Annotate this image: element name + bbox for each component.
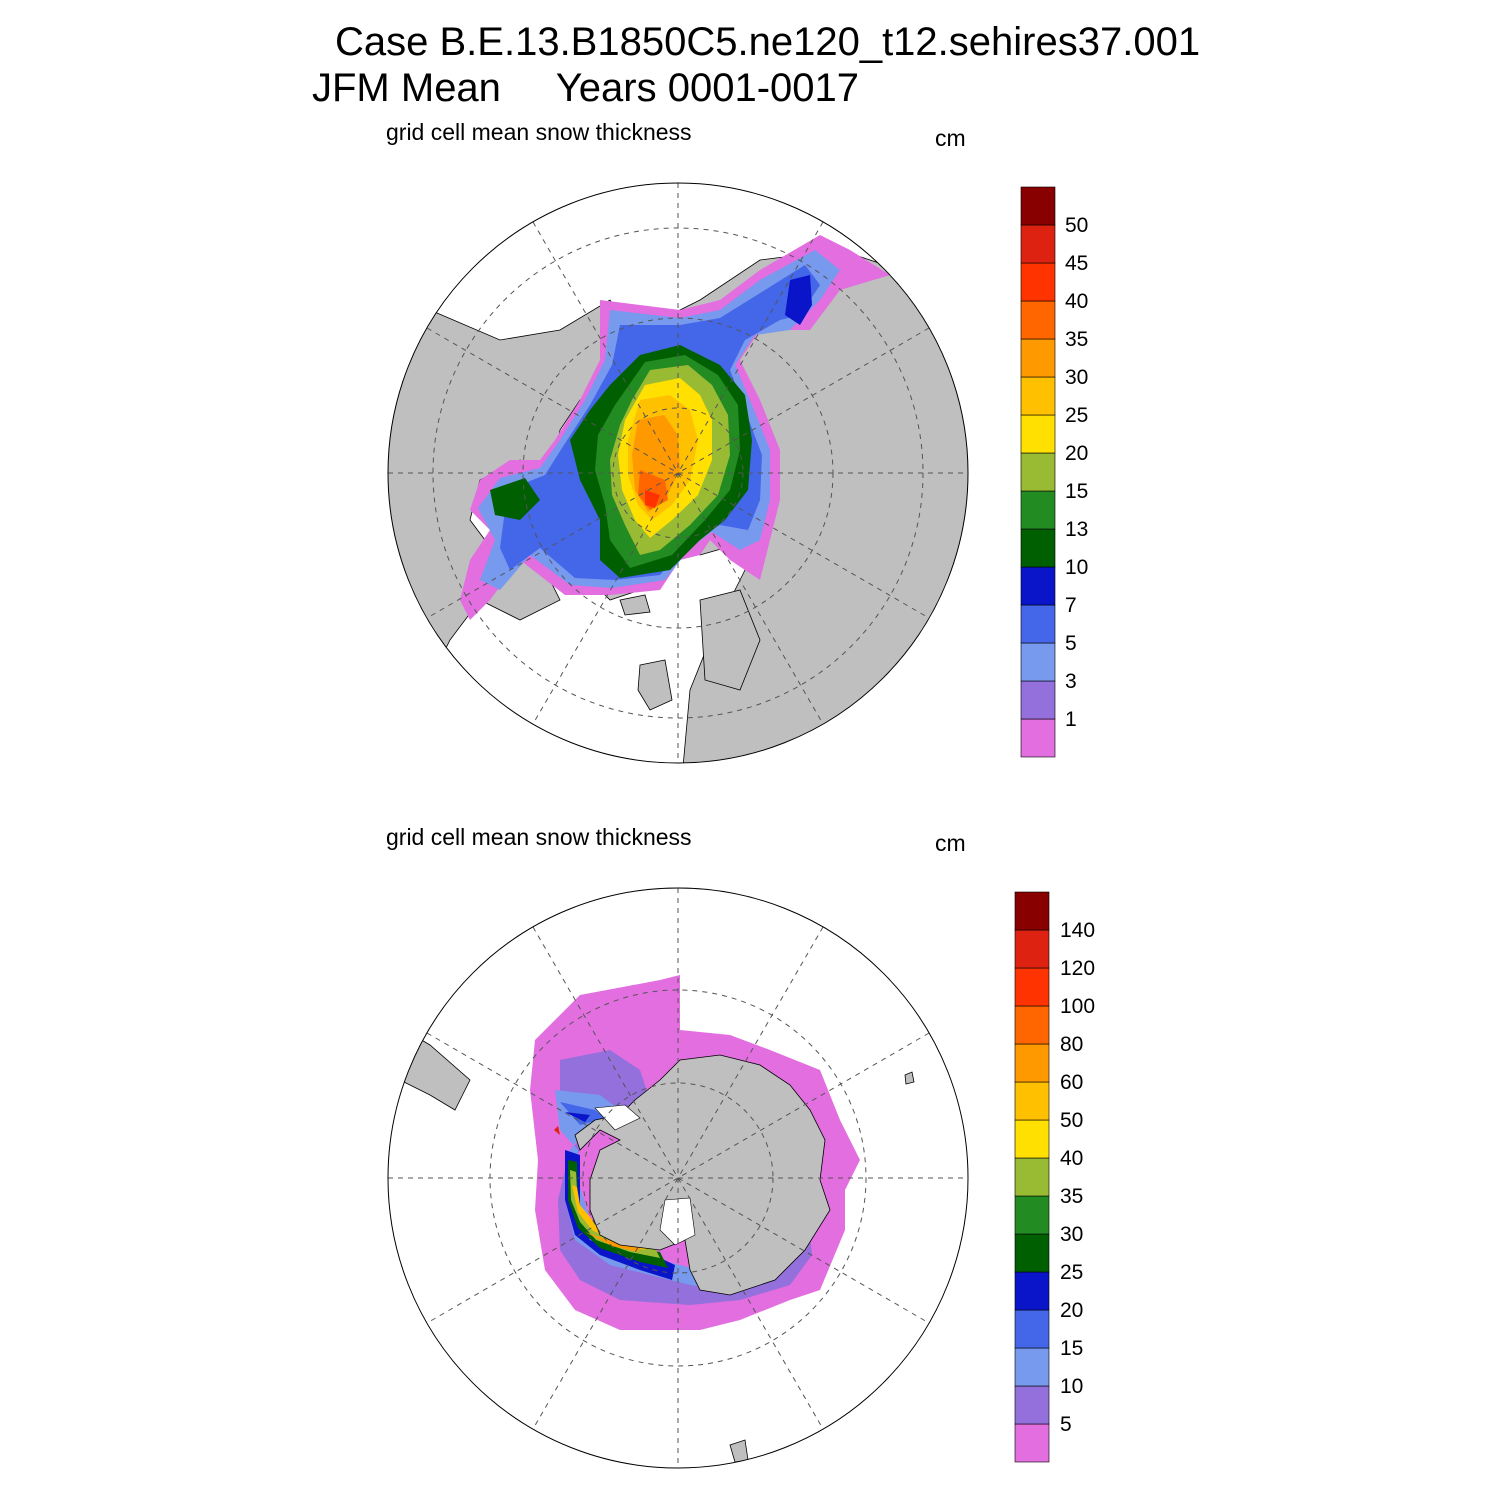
south-colorbar-label: 120	[1060, 957, 1095, 980]
north-colorbar-box-3	[1020, 604, 1056, 644]
south-colorbar-label: 60	[1060, 1071, 1083, 1094]
south-colorbar-label: 15	[1060, 1337, 1083, 1360]
south-colorbar-box-12	[1014, 967, 1050, 1007]
south-colorbar-box-2	[1014, 1347, 1050, 1387]
north-colorbar-box-6	[1020, 490, 1056, 530]
north-colorbar-box-4	[1020, 566, 1056, 606]
figure-title-line-2: JFM Mean Years 0001-0017	[312, 66, 859, 110]
north-colorbar-box-10	[1020, 338, 1056, 378]
north-colorbar-box-5	[1020, 528, 1056, 568]
north-units-label: cm	[935, 125, 966, 151]
south-colorbar-label: 20	[1060, 1299, 1083, 1322]
north-colorbar-label: 5	[1065, 632, 1077, 655]
north-colorbar-label: 30	[1065, 366, 1088, 389]
south-colorbar-label: 140	[1060, 919, 1095, 942]
south-colorbar-box-5	[1014, 1233, 1050, 1273]
north-colorbar-box-2	[1020, 642, 1056, 682]
north-colorbar-label: 1	[1065, 708, 1077, 731]
south-colorbar-label: 5	[1060, 1413, 1072, 1436]
south-colorbar-label: 10	[1060, 1375, 1083, 1398]
south-colorbar-label: 100	[1060, 995, 1095, 1018]
south-colorbar-box-14	[1014, 891, 1050, 931]
south-variable-label: grid cell mean snow thickness	[386, 824, 692, 850]
north-colorbar-box-11	[1020, 300, 1056, 340]
north-colorbar-label: 13	[1065, 518, 1088, 541]
south-colorbar-box-0	[1014, 1423, 1050, 1463]
north-colorbar-box-0	[1020, 718, 1056, 758]
south-colorbar-box-13	[1014, 929, 1050, 969]
north-colorbar-box-12	[1020, 262, 1056, 302]
north-colorbar-label: 25	[1065, 404, 1088, 427]
south-colorbar-label: 25	[1060, 1261, 1083, 1284]
north-colorbar-box-14	[1020, 186, 1056, 226]
north-polar-map	[387, 182, 969, 764]
south-colorbar-label: 80	[1060, 1033, 1083, 1056]
north-colorbar-label: 45	[1065, 252, 1088, 275]
north-colorbar-box-13	[1020, 224, 1056, 264]
north-colorbar-label: 20	[1065, 442, 1088, 465]
north-colorbar-label: 15	[1065, 480, 1088, 503]
north-variable-label: grid cell mean snow thickness	[386, 119, 692, 145]
figure-title-line-1: Case B.E.13.B1850C5.ne120_t12.sehires37.…	[335, 20, 1201, 64]
south-colorbar-label: 35	[1060, 1185, 1083, 1208]
south-colorbar-box-11	[1014, 1005, 1050, 1045]
south-colorbar-box-3	[1014, 1309, 1050, 1349]
north-colorbar-label: 35	[1065, 328, 1088, 351]
south-graticule	[388, 888, 968, 1468]
south-colorbar-label: 50	[1060, 1109, 1083, 1132]
south-colorbar-box-10	[1014, 1043, 1050, 1083]
north-colorbar-label: 50	[1065, 214, 1088, 237]
north-colorbar-box-9	[1020, 376, 1056, 416]
antarctica	[574, 1054, 831, 1296]
south-colorbar-box-1	[1014, 1385, 1050, 1425]
south-colorbar-label: 40	[1060, 1147, 1083, 1170]
north-colorbar-label: 10	[1065, 556, 1088, 579]
south-colorbar-box-8	[1014, 1119, 1050, 1159]
north-colorbar-label: 7	[1065, 594, 1077, 617]
south-colorbar: 5 10 15 20 25 30 35 40 50 60 80 100 120 140	[1014, 891, 1095, 1463]
south-units-label: cm	[935, 830, 966, 856]
south-polar-map	[387, 887, 969, 1469]
south-colorbar-box-6	[1014, 1195, 1050, 1235]
south-colorbar-box-7	[1014, 1157, 1050, 1197]
south-colorbar-label: 30	[1060, 1223, 1083, 1246]
north-colorbar-label: 40	[1065, 290, 1088, 313]
south-colorbar-box-4	[1014, 1271, 1050, 1311]
north-colorbar-box-8	[1020, 414, 1056, 454]
north-graticule	[388, 183, 968, 763]
north-colorbar-box-7	[1020, 452, 1056, 492]
south-colorbar-box-9	[1014, 1081, 1050, 1121]
north-colorbar-box-1	[1020, 680, 1056, 720]
north-colorbar-label: 3	[1065, 670, 1077, 693]
